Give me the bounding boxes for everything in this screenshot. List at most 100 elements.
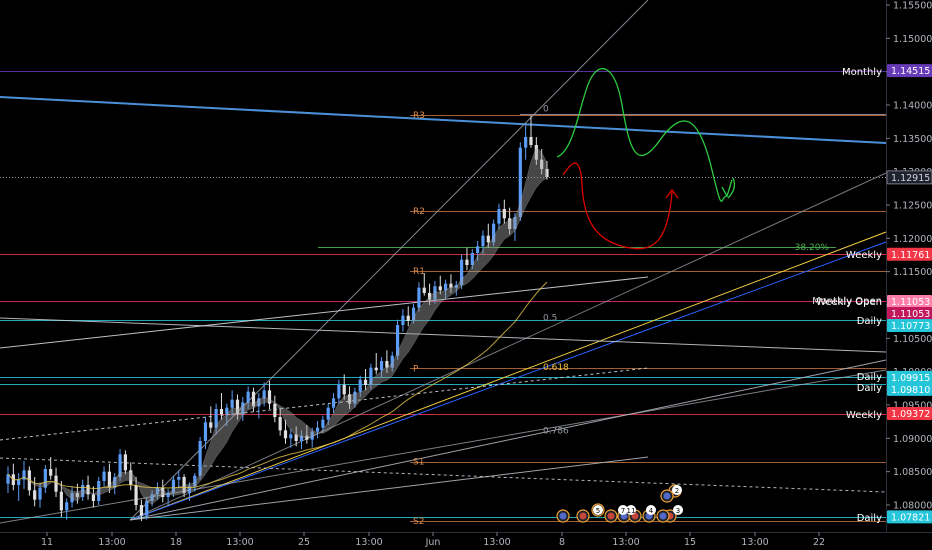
candle xyxy=(209,406,213,433)
candle-body xyxy=(321,419,325,428)
y-tick-label: 1.09000 xyxy=(893,434,932,445)
candle-body xyxy=(470,253,474,265)
candle xyxy=(278,407,282,436)
candle xyxy=(438,275,442,295)
candle xyxy=(262,382,266,407)
candle-body xyxy=(534,145,538,160)
candle xyxy=(401,309,405,332)
candle xyxy=(251,387,256,412)
fib-labels: 0 38.20% 0.5 0.618 0.786 xyxy=(543,105,829,437)
trendline-white-desc xyxy=(0,317,887,353)
candle xyxy=(193,473,197,492)
candle xyxy=(379,357,384,377)
candle xyxy=(166,489,170,507)
y-tick-label: 1.15000 xyxy=(893,34,932,45)
candle-body xyxy=(198,441,202,476)
candle-body xyxy=(278,417,282,431)
event-flag-dot xyxy=(659,512,667,520)
event-flag-icon[interactable] xyxy=(660,489,674,503)
candle-body xyxy=(273,403,277,417)
candle xyxy=(331,393,336,413)
candle-body xyxy=(315,427,320,432)
trendline-dashed-desc xyxy=(0,457,887,493)
candle xyxy=(454,281,458,296)
event-count-badge: 5 xyxy=(593,505,603,515)
price-tag: 1.14515 xyxy=(887,64,932,78)
x-tick-label: Jun xyxy=(425,537,441,548)
candle xyxy=(59,481,63,517)
candle xyxy=(161,479,165,503)
event-flag-icon[interactable] xyxy=(656,509,670,523)
fib-label: 0 xyxy=(543,105,549,115)
event-count-bubble xyxy=(672,485,682,495)
candle-body xyxy=(33,490,37,500)
candle xyxy=(363,369,368,391)
price-tag-text: 1.12915 xyxy=(891,173,930,184)
candle xyxy=(145,497,149,520)
candle xyxy=(225,403,229,427)
price-tag: 1.11053 xyxy=(887,294,932,308)
event-count-text: 3 xyxy=(676,507,680,515)
candle-body xyxy=(486,235,490,243)
candle xyxy=(91,486,95,508)
candle-body xyxy=(214,409,218,428)
trendline-blue-resistance xyxy=(0,96,887,144)
candle-body xyxy=(166,493,170,497)
candle-body xyxy=(91,494,95,501)
candle-body xyxy=(97,481,101,501)
event-flag-icon[interactable] xyxy=(604,509,618,523)
event-count-badge: 2 xyxy=(672,485,682,495)
candle xyxy=(139,499,144,521)
price-tag-text: 1.09810 xyxy=(891,385,930,396)
candle-body xyxy=(289,434,293,439)
price-tag-text: 1.14515 xyxy=(891,66,930,77)
forecast-green-tail xyxy=(727,177,735,199)
candle xyxy=(70,486,74,508)
candle xyxy=(219,393,224,420)
price-tag-bg xyxy=(887,407,932,421)
candle xyxy=(321,415,325,433)
candle xyxy=(502,199,506,224)
event-flag-dot xyxy=(579,512,587,520)
candle xyxy=(38,482,42,508)
candle xyxy=(43,465,47,493)
event-count-bubble xyxy=(593,505,603,515)
time-axis[interactable]: 11 13:00 18 13:00 25 13:00 Jun 13:00 8 13:00 15 13:… xyxy=(41,532,825,548)
candle xyxy=(337,379,341,404)
fan-line-bottom xyxy=(129,456,649,521)
candle xyxy=(150,490,154,507)
x-tick-label: 13:00 xyxy=(741,537,768,548)
candle xyxy=(299,430,304,449)
pivot-labels: R3 R2 R1 P S1 S2 xyxy=(413,111,425,527)
candle-body xyxy=(262,390,266,399)
level-name-label: Weekly xyxy=(846,250,882,261)
y-tick-label: 1.11500 xyxy=(893,267,932,278)
candle xyxy=(75,483,79,504)
candle-body xyxy=(139,505,144,516)
candle-body xyxy=(123,454,128,471)
event-flag-icon[interactable] xyxy=(556,509,570,523)
trendline-dashed xyxy=(0,367,649,441)
price-tag-text: 1.11761 xyxy=(891,250,930,261)
event-flag-icon[interactable] xyxy=(576,509,590,523)
candle xyxy=(273,395,277,423)
forecast-red-arrowhead xyxy=(665,188,679,199)
candle xyxy=(390,351,394,372)
candle-body xyxy=(444,283,448,291)
event-count-bubble xyxy=(673,505,683,515)
candle xyxy=(476,241,480,261)
candle-body xyxy=(481,235,485,247)
x-tick-label: 15 xyxy=(684,537,696,548)
candle-body xyxy=(465,259,469,265)
price-tag-text: 1.09372 xyxy=(891,409,930,420)
candle-body xyxy=(299,435,304,441)
candle-body xyxy=(49,469,53,476)
candle-body xyxy=(374,367,378,371)
candle xyxy=(470,249,474,269)
candle-body xyxy=(81,485,85,497)
candle-body xyxy=(246,391,250,403)
candle xyxy=(497,203,501,229)
